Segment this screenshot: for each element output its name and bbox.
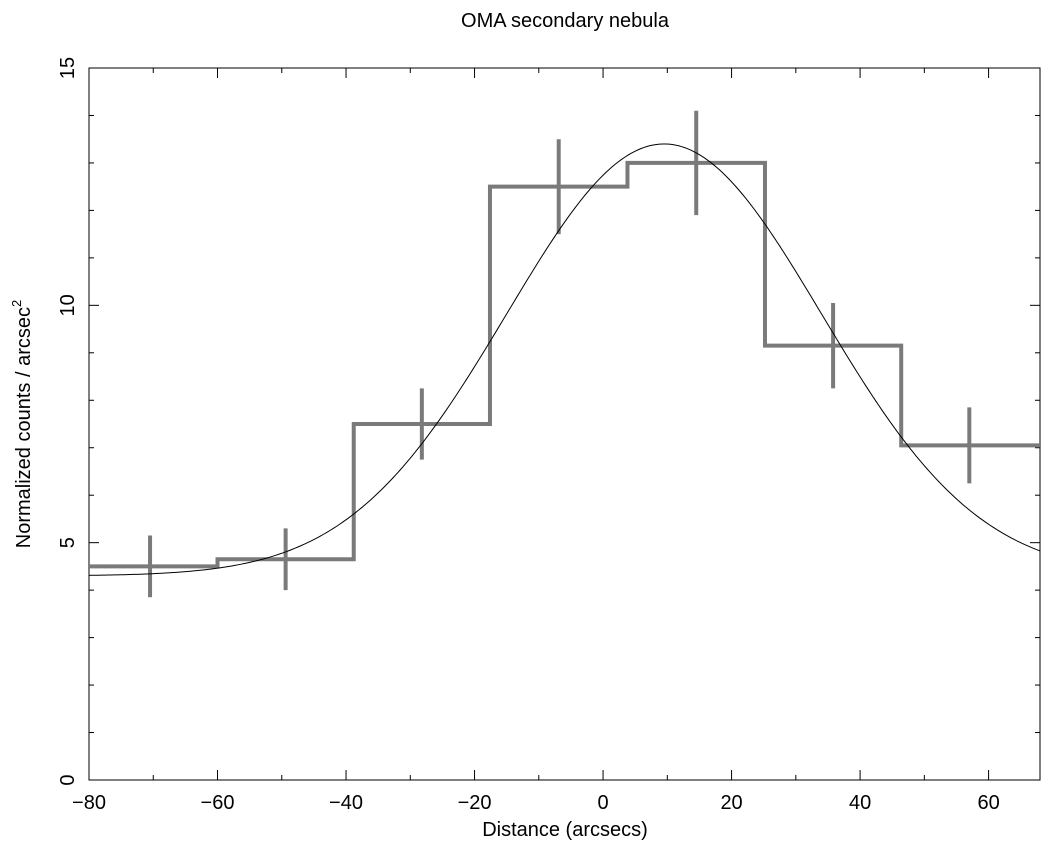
- x-tick-label: 40: [849, 792, 871, 814]
- x-tick-label: −40: [329, 792, 363, 814]
- y-tick-label: 0: [57, 774, 79, 785]
- plot-frame: [88, 67, 1041, 781]
- x-tick-label: 20: [720, 792, 742, 814]
- x-tick-label: −20: [458, 792, 492, 814]
- y-axis-label-superscript: 2: [9, 300, 24, 307]
- y-axis-label: Normalized counts / arcsec2: [9, 300, 35, 548]
- chart-title: OMA secondary nebula: [461, 10, 670, 32]
- x-tick-label: −80: [72, 792, 106, 814]
- x-tick-label: 60: [977, 792, 999, 814]
- x-axis-label: Distance (arcsecs): [482, 819, 648, 841]
- y-axis-label-group: Normalized counts / arcsec2: [9, 300, 35, 548]
- y-axis-label-text: Normalized counts / arcsec: [13, 307, 35, 548]
- x-axis: −80 −60 −40 −20 0 20 40 60: [72, 68, 1000, 814]
- gaussian-fit-series: [88, 143, 1041, 576]
- x-tick-label: −60: [201, 792, 235, 814]
- histogram-step-line: [89, 160, 1040, 569]
- fit-curve: [88, 143, 1041, 576]
- y-tick-label: 15: [57, 57, 79, 79]
- y-tick-label: 10: [57, 294, 79, 316]
- y-tick-label: 5: [57, 537, 79, 548]
- histogram-series: [89, 110, 1040, 598]
- y-axis: 0 5 10 15: [57, 57, 1040, 786]
- plot-area: [88, 67, 1041, 781]
- x-tick-label: 0: [597, 792, 608, 814]
